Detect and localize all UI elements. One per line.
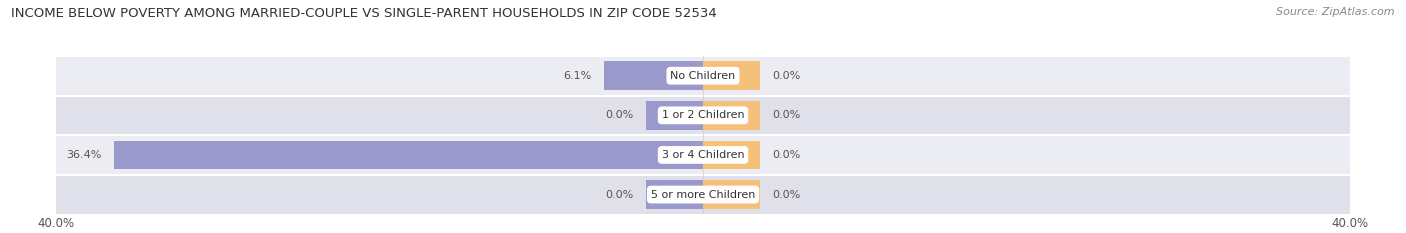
Text: 3 or 4 Children: 3 or 4 Children [662, 150, 744, 160]
Text: 1 or 2 Children: 1 or 2 Children [662, 110, 744, 120]
Bar [56, 96, 1350, 135]
Bar [647, 180, 703, 209]
Text: No Children: No Children [671, 71, 735, 81]
Bar [703, 62, 759, 90]
Text: 0.0%: 0.0% [605, 190, 634, 199]
Text: 0.0%: 0.0% [772, 150, 801, 160]
Text: 5 or more Children: 5 or more Children [651, 190, 755, 199]
Bar [647, 101, 703, 130]
Bar [605, 62, 703, 90]
Bar [703, 180, 759, 209]
Text: 0.0%: 0.0% [772, 110, 801, 120]
Text: 36.4%: 36.4% [66, 150, 101, 160]
Text: 6.1%: 6.1% [564, 71, 592, 81]
Text: 0.0%: 0.0% [605, 110, 634, 120]
Bar [114, 141, 703, 169]
Bar [56, 56, 1350, 96]
Text: INCOME BELOW POVERTY AMONG MARRIED-COUPLE VS SINGLE-PARENT HOUSEHOLDS IN ZIP COD: INCOME BELOW POVERTY AMONG MARRIED-COUPL… [11, 7, 717, 20]
Bar [703, 141, 759, 169]
Bar [703, 101, 759, 130]
Text: 0.0%: 0.0% [772, 71, 801, 81]
Bar [56, 175, 1350, 214]
Text: 0.0%: 0.0% [772, 190, 801, 199]
Bar [56, 135, 1350, 175]
Text: Source: ZipAtlas.com: Source: ZipAtlas.com [1277, 7, 1395, 17]
